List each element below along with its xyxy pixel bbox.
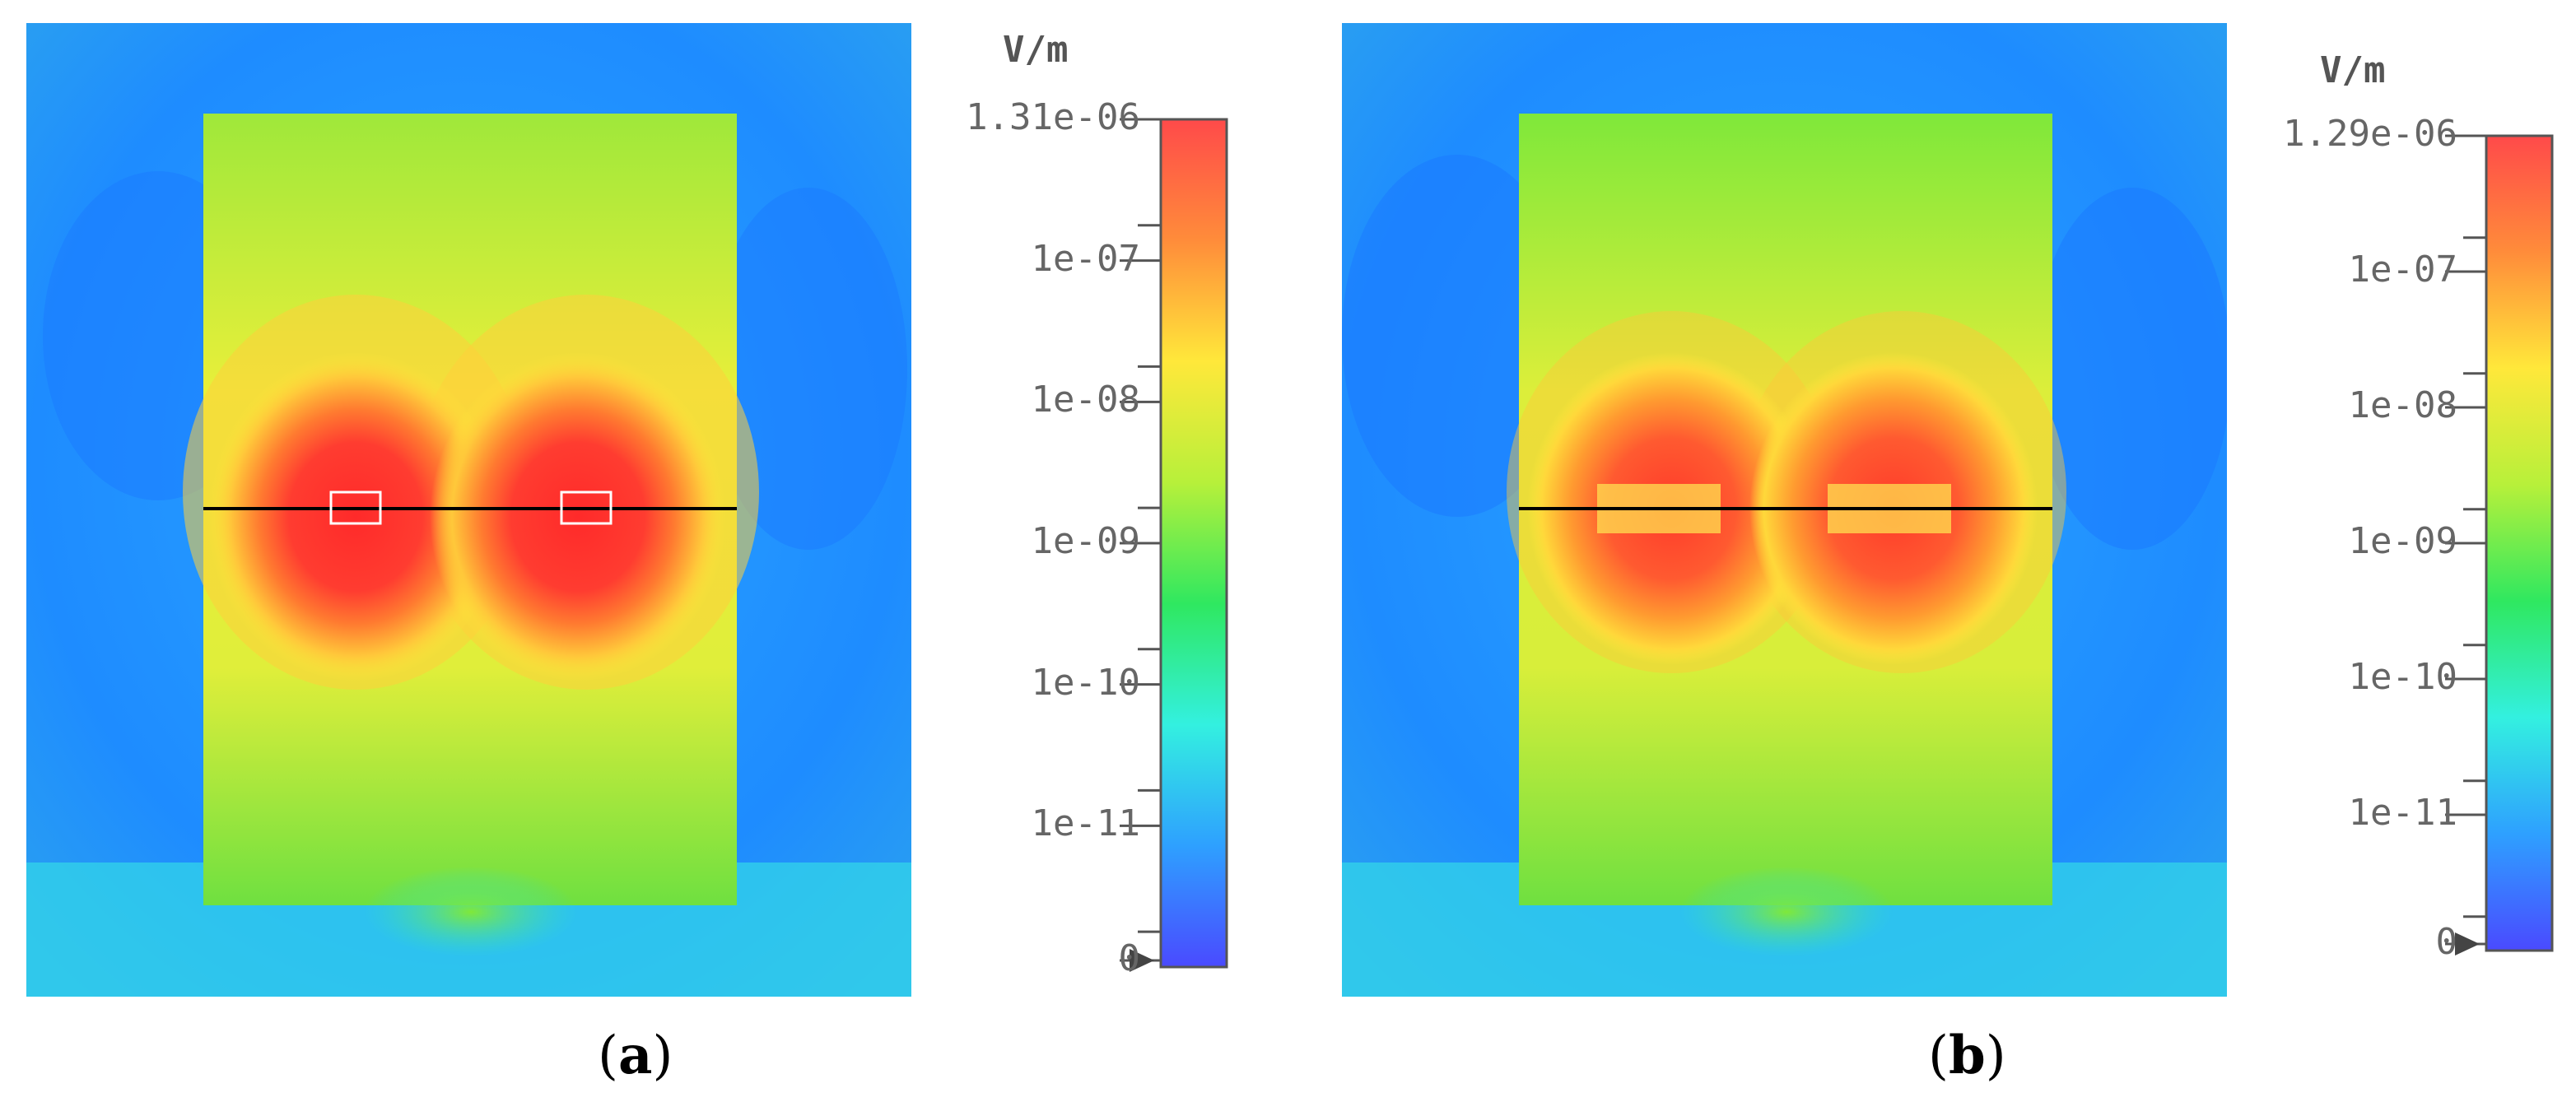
- colorbar-tick-label: 1e-11: [1031, 802, 1140, 845]
- colorbar-tick-label: 0: [1118, 937, 1141, 979]
- colorbar-tick-label: 1e-08: [1031, 379, 1140, 421]
- colorbar-tick-label: 1e-08: [2348, 384, 2457, 426]
- colorbar-tick-label: 1e-10: [1031, 661, 1140, 704]
- colorbar-tick-label: 1e-11: [2348, 792, 2457, 834]
- colorbar-tick-label: 1e-10: [2348, 656, 2457, 698]
- colorbar-tick-label: 1.29e-06: [2283, 113, 2457, 155]
- zero-arrow-icon: [1130, 949, 1154, 972]
- unit-label-a: V/m: [1003, 29, 1069, 71]
- field-plot-b: [1342, 23, 2227, 997]
- colorbar-tick-label: 1e-09: [1031, 520, 1140, 562]
- colorbar-a: [1120, 118, 1228, 972]
- hotspot-right: [430, 352, 726, 681]
- caption-a: (a): [598, 1025, 673, 1086]
- colorbar-tick-label: 1e-07: [1031, 237, 1140, 280]
- colorbar-gradient-a: [1159, 118, 1228, 969]
- panel-b: V/m 1.29e-06 1e-07 1e-08 1e-09 1e-10 1e-11 0 (…: [1317, 0, 2576, 1102]
- colorbar-tick-label: 1.31e-06: [966, 96, 1140, 138]
- panel-a: V/m 1.31e-06 1e-07 1e-08 1e-09 1e-10 1e-11 0 (…: [26, 23, 1228, 1086]
- colorbar-gradient-b: [2485, 134, 2554, 952]
- colorbar-tick-label: 1e-09: [2348, 520, 2457, 562]
- field-plot-a: [26, 23, 911, 997]
- caption-b: (b): [1928, 1025, 2006, 1086]
- colorbar-b: [2445, 134, 2554, 956]
- component-right: [560, 491, 613, 525]
- colorbar-tick-label: 1e-07: [2348, 249, 2457, 291]
- colorbar-tick-label: 0: [2435, 921, 2458, 963]
- component-left: [329, 491, 382, 525]
- zero-arrow-icon: [2455, 932, 2480, 956]
- unit-label-b: V/m: [2320, 49, 2386, 91]
- hotspot-left: [207, 352, 504, 681]
